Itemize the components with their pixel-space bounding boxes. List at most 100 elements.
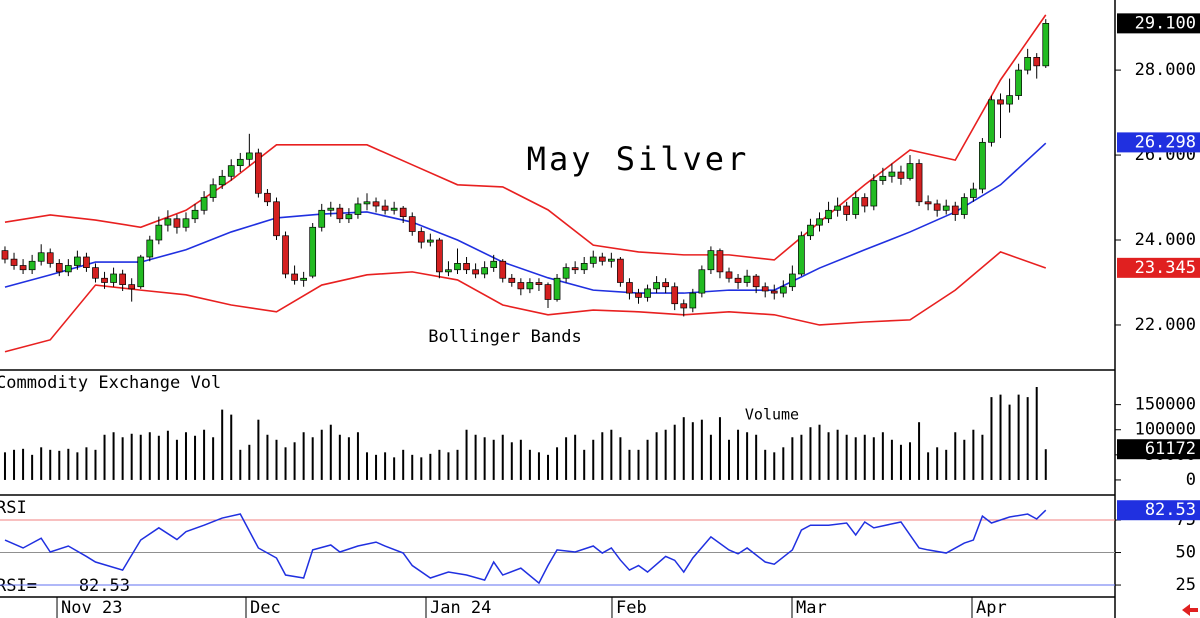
y-tick-label: 28.000 — [1135, 60, 1196, 80]
candle-body — [463, 263, 470, 271]
candle-body — [182, 218, 190, 228]
candle-body — [752, 275, 760, 288]
candle-body — [644, 288, 651, 298]
y-tick-label: 100000 — [1135, 420, 1196, 440]
candle-body — [979, 141, 986, 190]
candle-body — [101, 277, 108, 283]
candle-body — [825, 209, 832, 220]
candle-body — [834, 205, 841, 211]
candle-body — [897, 171, 905, 179]
candle-body — [526, 282, 534, 290]
annotation: Volume — [745, 406, 799, 424]
candle-body — [1015, 69, 1022, 96]
candle-body — [707, 250, 715, 271]
candle-body — [580, 263, 588, 271]
candle-body — [499, 260, 507, 279]
value-tag — [1117, 257, 1200, 278]
candle-body — [906, 163, 914, 179]
candle-body — [843, 205, 851, 215]
candle-body — [770, 290, 778, 294]
candle-body — [997, 99, 1004, 105]
candle-body — [227, 165, 235, 177]
candle-body — [209, 184, 217, 198]
candle-body — [653, 282, 660, 290]
candle-body — [789, 273, 796, 288]
y-tick-label: 50 — [1176, 543, 1196, 563]
candle-body — [200, 197, 208, 211]
candle-body — [807, 224, 814, 237]
candle-body — [879, 175, 887, 181]
panel-title: RSI — [0, 498, 27, 518]
candle-body — [137, 256, 145, 288]
overlay-line — [4, 250, 1047, 353]
candle-body — [472, 269, 479, 275]
overlay-line — [4, 14, 1047, 261]
candle-body — [92, 267, 99, 279]
candle-body — [1024, 56, 1032, 71]
candle-body — [960, 197, 968, 215]
candle-body — [970, 188, 977, 198]
value-tag-label: 29.100 — [1135, 13, 1196, 33]
y-tick-label: 0 — [1186, 470, 1196, 490]
candle-body — [236, 158, 244, 167]
y-tick-label: 24.000 — [1135, 230, 1196, 250]
candle-body — [454, 263, 461, 271]
candle-body — [861, 197, 869, 207]
candle-body — [119, 273, 126, 285]
candle-body — [390, 207, 398, 211]
y-tick-label: 25 — [1176, 575, 1196, 595]
candle-body — [28, 260, 36, 271]
candle-body — [399, 207, 407, 217]
candle-body — [164, 218, 172, 226]
candle-body — [671, 286, 679, 305]
candle-body — [571, 267, 579, 271]
candle-body — [1006, 95, 1013, 105]
candle-body — [988, 99, 995, 143]
candle-body — [689, 292, 697, 309]
candle-body — [544, 284, 552, 300]
candle-body — [589, 256, 597, 264]
candle-body — [345, 214, 353, 220]
candle-body — [734, 277, 742, 283]
candle-body — [553, 277, 561, 300]
y-tick-label: 150000 — [1135, 395, 1196, 415]
candle-body — [635, 292, 642, 298]
candle-body — [309, 226, 317, 277]
candle-body — [1, 250, 9, 260]
candle-body — [354, 203, 362, 215]
candle-body — [490, 260, 498, 268]
candle-body — [300, 277, 307, 281]
candle-body — [924, 201, 932, 205]
candle-body — [517, 282, 525, 290]
value-tag-label: 61172 — [1145, 439, 1196, 459]
candle-body — [318, 209, 326, 228]
candle-body — [870, 180, 878, 207]
value-tag — [1117, 439, 1200, 460]
candle-body — [1033, 56, 1041, 67]
scroll-arrow[interactable] — [1182, 604, 1198, 616]
candle-body — [128, 284, 136, 290]
candle-body — [417, 231, 425, 243]
candle-body — [255, 152, 262, 194]
chart-title: May Silver — [527, 140, 750, 178]
value-tag-label: 82.53 — [1145, 500, 1196, 520]
rsi-line — [4, 509, 1047, 585]
candle-body — [64, 265, 72, 273]
value-tag — [1117, 132, 1200, 153]
candle-body — [245, 152, 253, 160]
candle-body — [680, 303, 688, 309]
candle-body — [779, 286, 787, 294]
candle-body — [761, 286, 769, 292]
candle-body — [336, 207, 344, 220]
candle-body — [951, 205, 959, 215]
candle-body — [218, 175, 226, 186]
candle-body — [798, 235, 805, 275]
candle-body — [743, 275, 751, 283]
overlay-line — [4, 142, 1047, 294]
candle-body — [915, 163, 923, 203]
candle-body — [381, 205, 389, 211]
candle-body — [191, 209, 199, 220]
candle-body — [1042, 23, 1050, 67]
candle-body — [155, 224, 163, 241]
